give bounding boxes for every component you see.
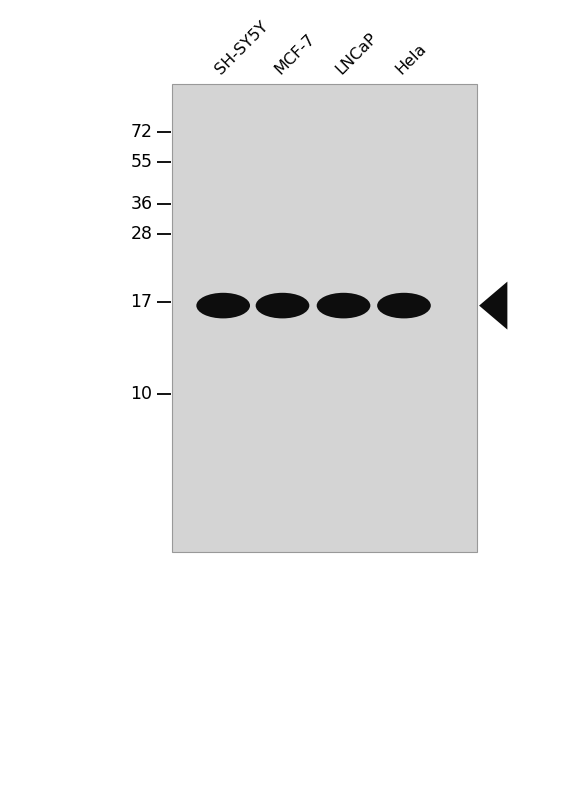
Text: 28: 28 <box>131 226 153 243</box>
Text: 36: 36 <box>131 195 153 213</box>
Text: 10: 10 <box>131 385 153 402</box>
Ellipse shape <box>377 293 431 318</box>
Text: 55: 55 <box>131 154 153 171</box>
Text: LNCaP: LNCaP <box>333 30 380 78</box>
Text: SH-SY5Y: SH-SY5Y <box>212 19 271 78</box>
Polygon shape <box>479 282 507 330</box>
Ellipse shape <box>197 293 250 318</box>
Text: 17: 17 <box>131 294 153 311</box>
Ellipse shape <box>255 293 310 318</box>
Ellipse shape <box>316 293 371 318</box>
Bar <box>172 84 477 552</box>
Text: Hela: Hela <box>393 42 430 78</box>
Text: MCF-7: MCF-7 <box>272 31 318 78</box>
Text: 72: 72 <box>131 123 153 141</box>
